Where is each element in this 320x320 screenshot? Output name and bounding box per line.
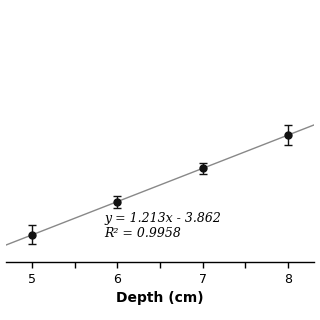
X-axis label: Depth (cm): Depth (cm) [116, 292, 204, 305]
Text: y = 1.213x - 3.862
R² = 0.9958: y = 1.213x - 3.862 R² = 0.9958 [105, 212, 221, 240]
